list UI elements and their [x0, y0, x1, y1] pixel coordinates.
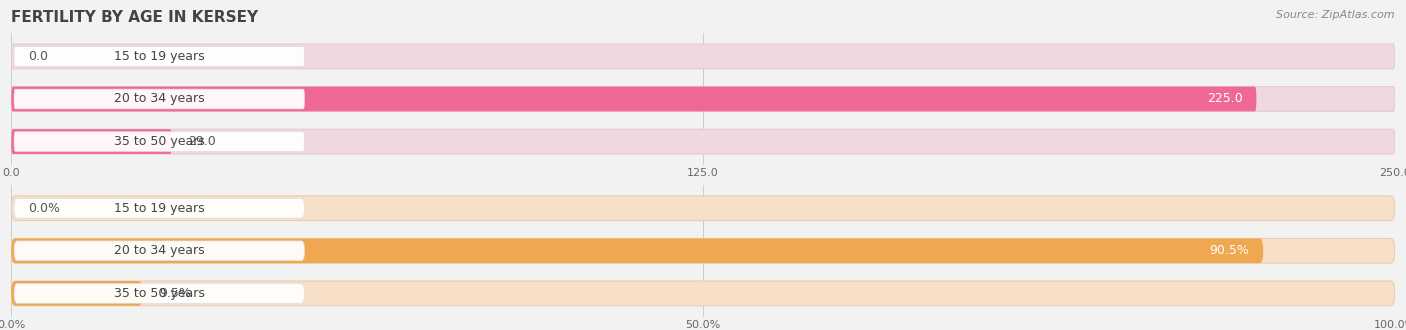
FancyBboxPatch shape [14, 241, 305, 261]
Text: 0.0: 0.0 [28, 50, 48, 63]
Text: 15 to 19 years: 15 to 19 years [114, 50, 205, 63]
FancyBboxPatch shape [11, 239, 1395, 263]
FancyBboxPatch shape [11, 129, 172, 154]
FancyBboxPatch shape [11, 44, 1395, 69]
Text: 20 to 34 years: 20 to 34 years [114, 244, 205, 257]
Text: 15 to 19 years: 15 to 19 years [114, 202, 205, 215]
FancyBboxPatch shape [11, 87, 1395, 111]
FancyBboxPatch shape [11, 87, 1257, 111]
Text: 0.0%: 0.0% [28, 202, 60, 215]
FancyBboxPatch shape [11, 239, 1264, 263]
Text: 9.5%: 9.5% [159, 287, 191, 300]
Text: Source: ZipAtlas.com: Source: ZipAtlas.com [1277, 10, 1395, 20]
Text: 225.0: 225.0 [1206, 92, 1243, 106]
FancyBboxPatch shape [14, 89, 305, 109]
Text: 35 to 50 years: 35 to 50 years [114, 135, 205, 148]
FancyBboxPatch shape [14, 283, 305, 303]
FancyBboxPatch shape [11, 196, 1395, 220]
FancyBboxPatch shape [14, 132, 305, 151]
FancyBboxPatch shape [11, 281, 142, 306]
Text: 20 to 34 years: 20 to 34 years [114, 92, 205, 106]
Text: 90.5%: 90.5% [1209, 244, 1250, 257]
Text: 29.0: 29.0 [188, 135, 217, 148]
Text: 35 to 50 years: 35 to 50 years [114, 287, 205, 300]
Text: FERTILITY BY AGE IN KERSEY: FERTILITY BY AGE IN KERSEY [11, 10, 259, 25]
FancyBboxPatch shape [11, 129, 1395, 154]
FancyBboxPatch shape [14, 198, 305, 218]
FancyBboxPatch shape [14, 47, 305, 66]
FancyBboxPatch shape [11, 281, 1395, 306]
